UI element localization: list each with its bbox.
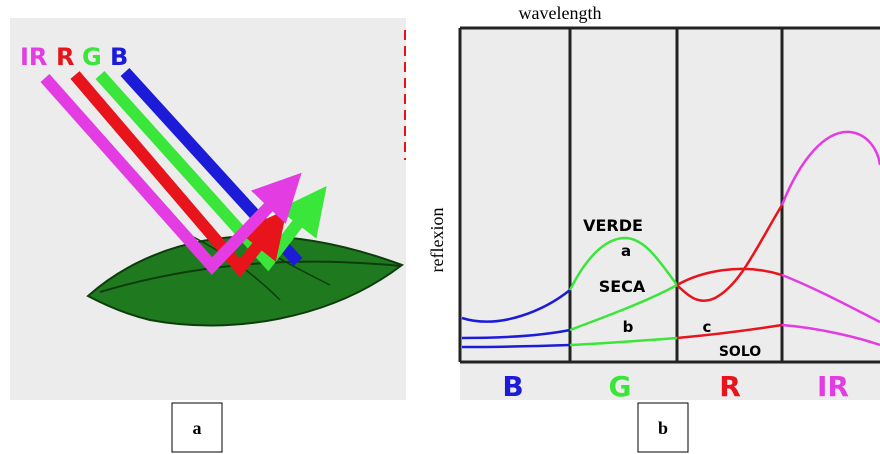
label-b: B [110,43,128,71]
label-r: R [56,43,74,71]
panel-a: IR R G B a [10,18,406,452]
band-label: G [609,370,632,403]
curve-label: a [621,242,631,260]
panel-background [10,18,406,400]
label-g: G [82,43,102,71]
caption: b [658,418,668,438]
curve-label: SECA [599,277,646,296]
caption: a [193,418,202,438]
band-label: R [719,370,741,403]
band-label: B [502,370,523,403]
label-ir: IR [20,43,47,71]
page: IR R G B a wavelength reflexion [0,0,880,454]
curve-label: VERDE [583,216,643,235]
figure: IR R G B a wavelength reflexion [0,0,880,454]
curve-label: SOLO [719,344,761,360]
panel-background [460,28,880,400]
curve-label: c [703,318,712,336]
y-label: reflexion [427,208,447,273]
curve-label: b [623,318,634,336]
panel-b: wavelength reflexion VERDE a SECA [427,3,880,452]
band-label: IR [817,370,849,403]
x-label: wavelength [519,3,602,23]
